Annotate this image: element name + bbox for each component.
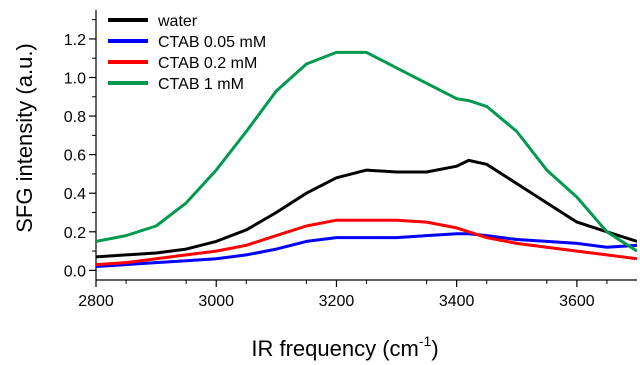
y-tick-label: 0.6 bbox=[64, 148, 86, 165]
series-lines bbox=[96, 50, 637, 268]
x-tick-label: 3400 bbox=[439, 293, 475, 310]
x-axis-label-main: IR frequency (cm bbox=[251, 336, 419, 361]
x-tick-label: 2800 bbox=[78, 293, 114, 310]
y-tick-label: 0.0 bbox=[64, 263, 86, 280]
axes: 2800 3000 3200 3400 3600 0.0 0.2 0.4 0.6 0.8 1.0 1.… bbox=[64, 10, 637, 310]
y-tick-label: 0.4 bbox=[64, 186, 86, 203]
legend: water CTAB 0.05 mM CTAB 0.2 mM CTAB 1 mM bbox=[108, 13, 266, 93]
series-line-2 bbox=[96, 232, 637, 268]
y-tick-label: 0.8 bbox=[64, 109, 86, 126]
x-tick-label: 3200 bbox=[319, 293, 355, 310]
legend-label: CTAB 1 mM bbox=[158, 76, 244, 93]
legend-label: water bbox=[157, 13, 198, 30]
x-axis-label: IR frequency (cm-1) bbox=[251, 333, 438, 361]
legend-label: CTAB 0.2 mM bbox=[158, 55, 257, 72]
y-tick-label: 1.0 bbox=[64, 71, 86, 88]
axis-labels: IR frequency (cm-1) SFG intensity (a.u.) bbox=[12, 43, 439, 361]
series-line-1 bbox=[96, 158, 637, 259]
x-axis-label-suffix: ) bbox=[431, 336, 438, 361]
y-tick-label: 0.2 bbox=[64, 225, 86, 242]
x-tick-label: 3600 bbox=[559, 293, 595, 310]
y-axis-label: SFG intensity (a.u.) bbox=[12, 43, 37, 233]
x-axis-label-superscript: -1 bbox=[419, 333, 432, 349]
x-tick-label: 3000 bbox=[198, 293, 234, 310]
series-line-3 bbox=[96, 218, 637, 267]
y-tick-label: 1.2 bbox=[64, 32, 86, 49]
series-line-4 bbox=[96, 50, 637, 253]
legend-label: CTAB 0.05 mM bbox=[158, 34, 266, 51]
